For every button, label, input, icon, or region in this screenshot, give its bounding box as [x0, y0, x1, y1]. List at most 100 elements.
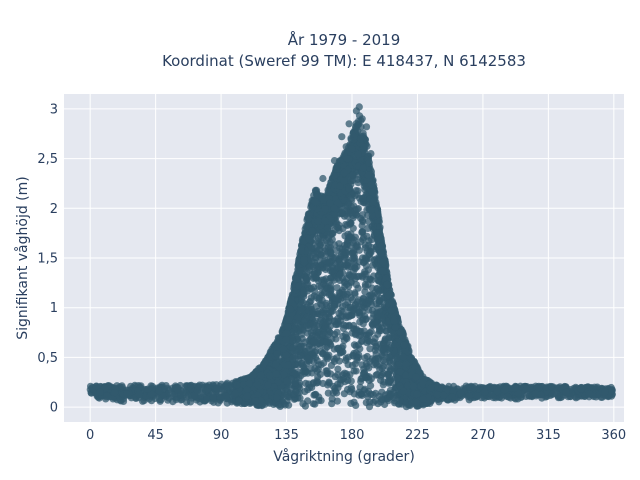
data-point [548, 390, 556, 399]
data-point [387, 390, 395, 399]
data-point [330, 355, 338, 363]
data-point [194, 382, 202, 391]
data-point [315, 396, 323, 404]
data-point [350, 341, 358, 349]
data-point [329, 389, 337, 397]
data-point [399, 387, 408, 395]
data-point [547, 382, 555, 391]
data-point [402, 360, 410, 368]
data-point [537, 391, 545, 399]
data-point [385, 363, 393, 371]
data-point [330, 172, 338, 180]
data-point [135, 390, 143, 398]
data-point [187, 381, 195, 389]
data-point [173, 385, 181, 393]
data-point [261, 358, 269, 367]
data-point [275, 401, 283, 409]
data-point [279, 345, 287, 353]
data-point [341, 248, 350, 256]
data-point [257, 371, 265, 379]
data-point [350, 321, 358, 330]
data-point [371, 339, 379, 347]
data-point [164, 384, 172, 392]
data-point [373, 370, 381, 379]
data-point [282, 351, 290, 359]
data-point [359, 211, 367, 219]
data-point [320, 359, 328, 367]
data-point [577, 385, 585, 393]
data-point [366, 329, 374, 337]
data-point [233, 381, 241, 389]
data-point [349, 351, 357, 359]
data-point [503, 393, 512, 401]
data-point [369, 398, 378, 406]
data-point [265, 398, 273, 406]
data-point [295, 345, 303, 353]
data-point [323, 338, 331, 346]
data-point [349, 268, 357, 276]
data-point [358, 391, 366, 400]
data-point [402, 371, 410, 379]
data-point [350, 236, 358, 244]
data-point [396, 368, 404, 376]
data-point [324, 239, 332, 247]
data-point [111, 389, 119, 397]
data-point [300, 256, 308, 264]
data-point [315, 282, 323, 290]
data-point [585, 390, 593, 398]
data-point [312, 354, 320, 362]
data-point [375, 392, 383, 400]
data-point [370, 256, 378, 264]
data-point [381, 335, 390, 343]
data-point [177, 391, 185, 399]
data-point [378, 371, 386, 379]
data-point [320, 318, 328, 326]
data-point [309, 308, 317, 316]
data-point [291, 370, 299, 378]
data-point [235, 397, 243, 405]
data-point [379, 267, 387, 275]
data-point [243, 385, 251, 393]
data-point [375, 309, 383, 317]
data-point [311, 391, 319, 399]
data-point [336, 271, 344, 279]
data-point [353, 205, 361, 213]
data-point [387, 378, 395, 387]
data-point [350, 390, 358, 398]
data-point [311, 287, 319, 296]
data-point [368, 284, 376, 292]
data-point [334, 371, 342, 379]
data-point [272, 360, 280, 368]
data-point [338, 209, 346, 217]
data-point [314, 365, 322, 373]
points-layer [86, 103, 616, 411]
data-point [400, 341, 408, 349]
data-point [456, 389, 465, 397]
data-point [358, 297, 366, 306]
data-point [311, 348, 319, 356]
data-point [123, 390, 131, 398]
data-point [433, 391, 441, 399]
data-point [272, 370, 280, 378]
data-point [324, 353, 332, 361]
data-point [362, 254, 370, 263]
data-point [297, 352, 305, 360]
data-point [92, 382, 100, 390]
data-point [340, 369, 349, 377]
data-point [337, 307, 345, 315]
data-point [309, 400, 317, 408]
data-point [355, 351, 363, 359]
data-point [205, 381, 213, 389]
data-point [336, 258, 344, 266]
data-point [330, 317, 338, 326]
data-point [601, 388, 609, 396]
data-point [300, 363, 308, 371]
data-point [300, 317, 309, 325]
data-point [298, 335, 306, 343]
data-point [209, 393, 217, 402]
data-point [325, 328, 333, 336]
data-point [147, 390, 155, 398]
data-point [329, 382, 338, 391]
data-point [345, 311, 353, 320]
